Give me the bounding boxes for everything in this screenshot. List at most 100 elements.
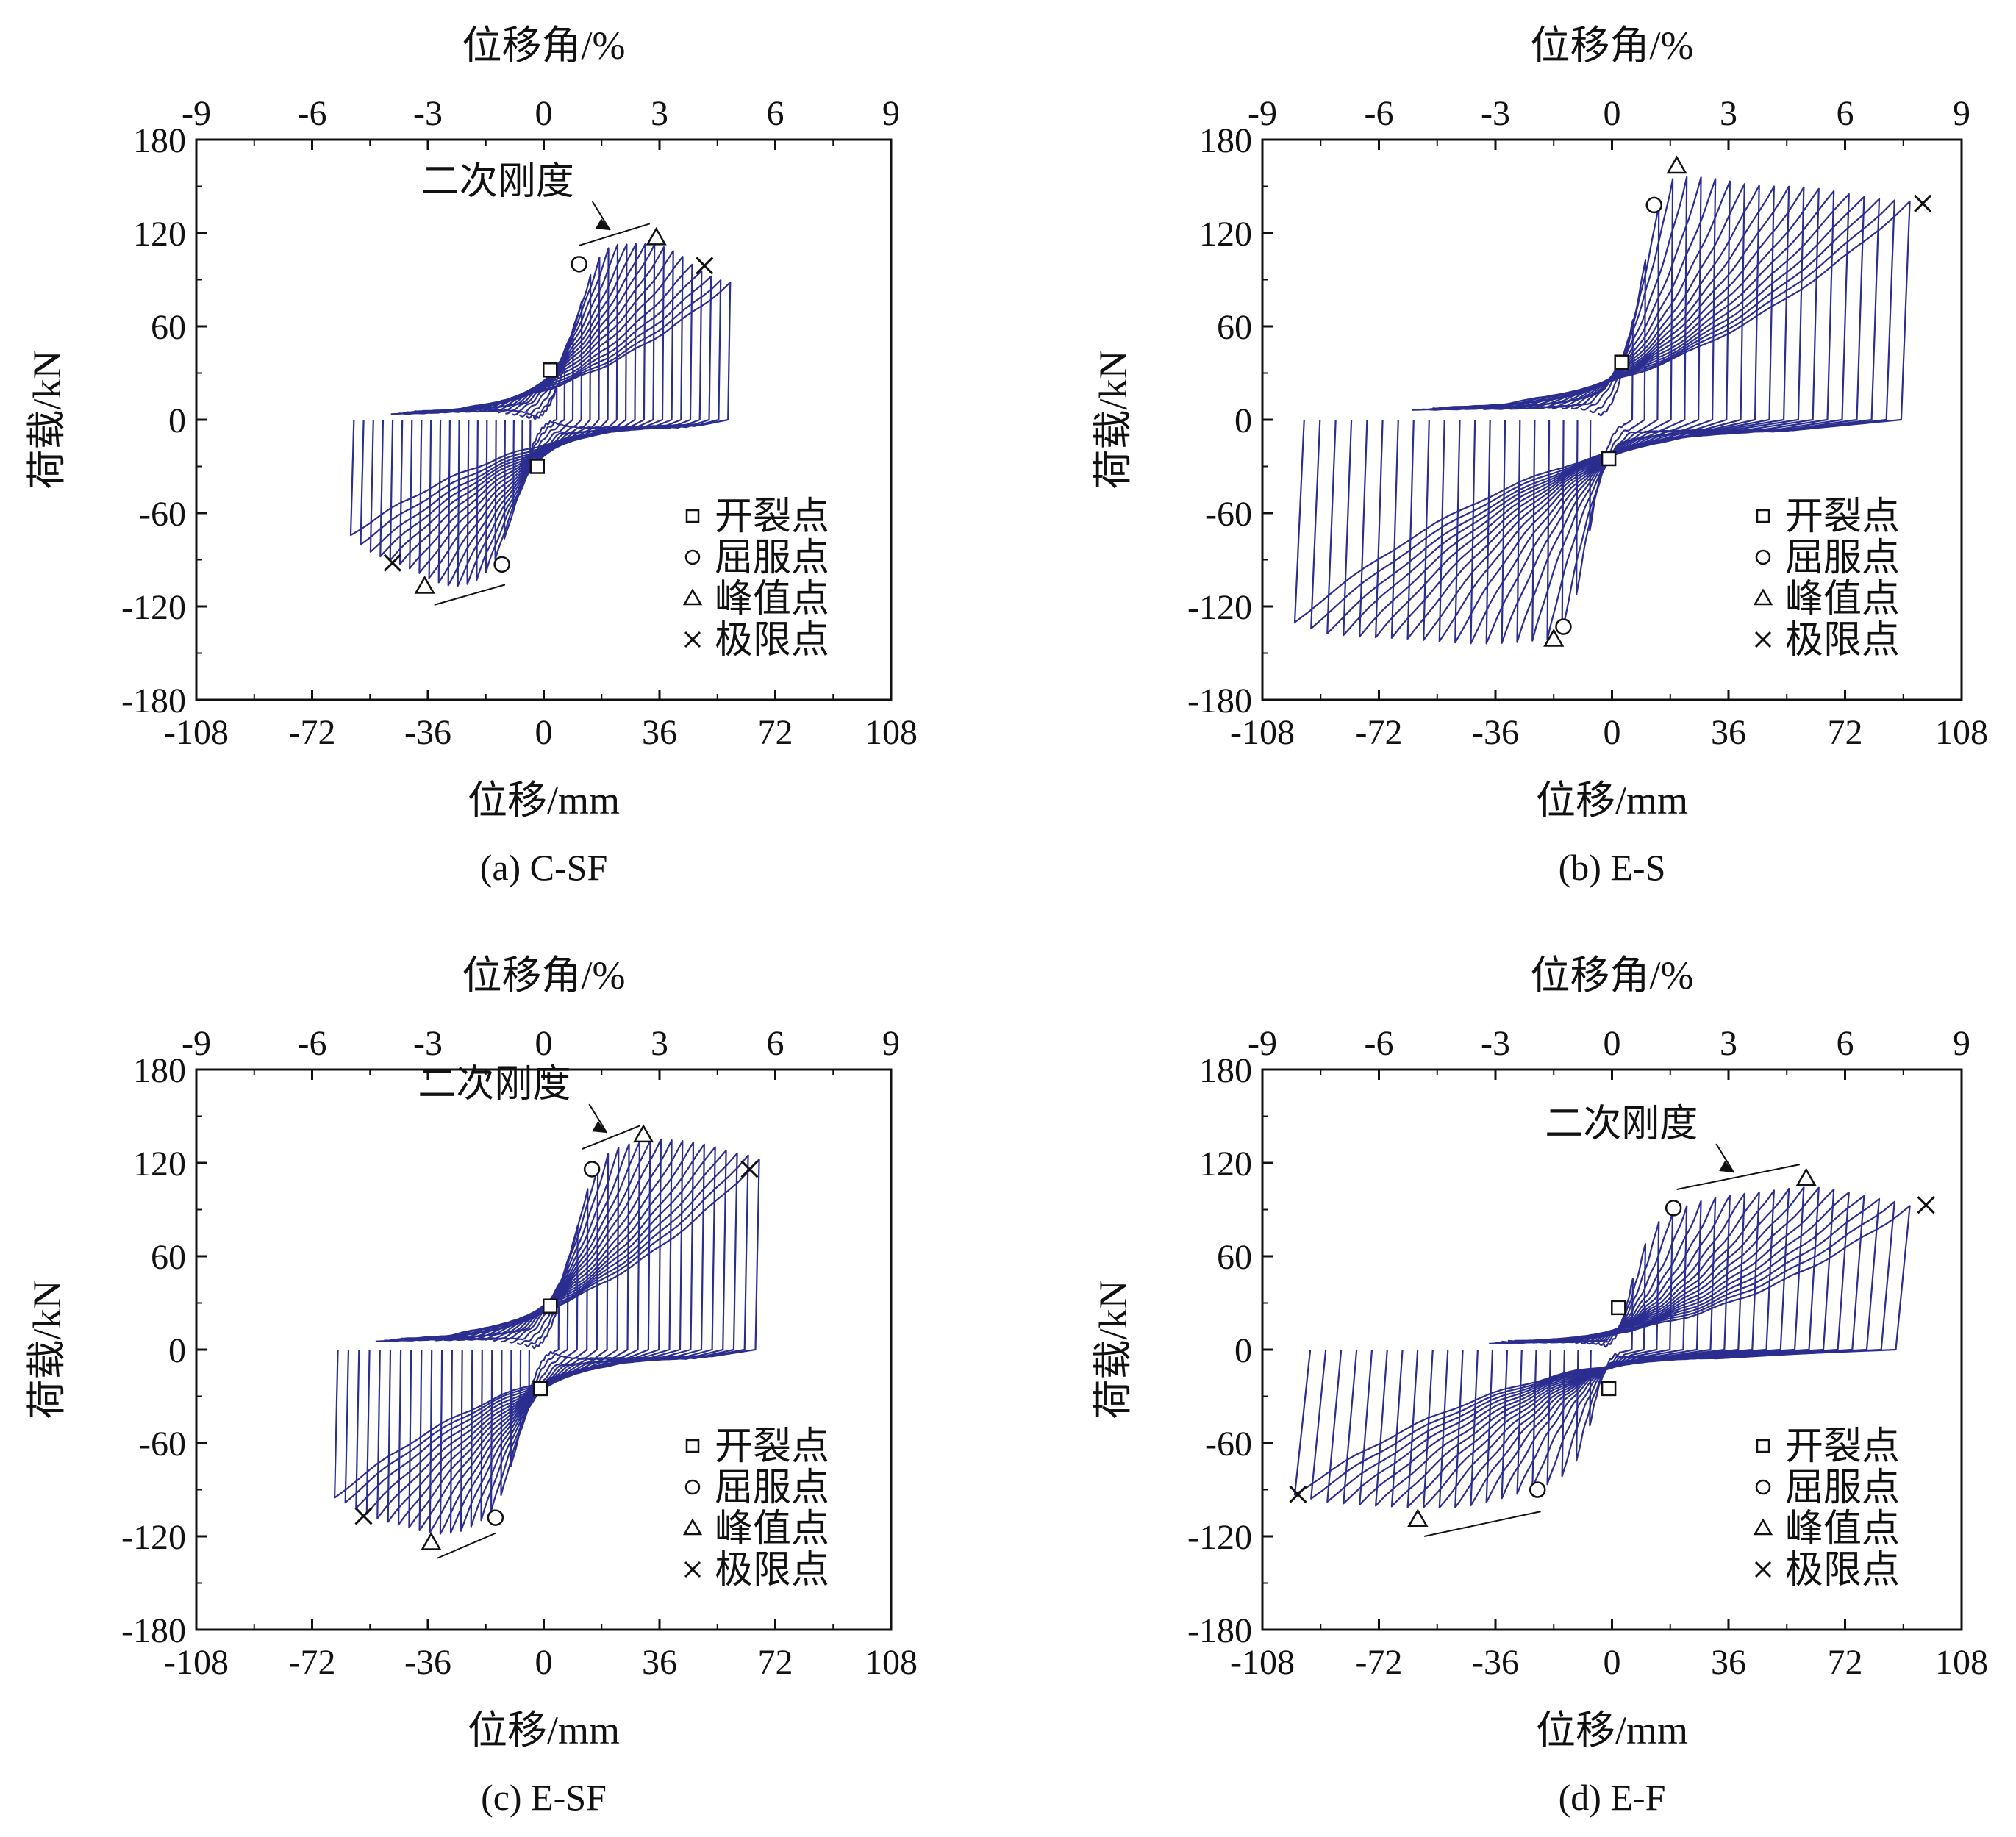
yield-point-marker (583, 1161, 601, 1178)
x2-tick-label: -6 (1365, 94, 1394, 133)
legend-label: 峰值点 (1785, 1508, 1900, 1550)
x-axis-title: 位移/mm (1536, 1708, 1688, 1752)
x2-tick-label: 9 (882, 1024, 900, 1063)
hysteresis-loop (1501, 178, 1717, 644)
legend-triangle-icon (682, 588, 703, 606)
y-tick-label: -120 (121, 1518, 186, 1557)
cracking-point-marker (529, 459, 545, 474)
y-axis-title: 荷载/kN (25, 351, 69, 490)
legend-label: 屈服点 (1785, 1467, 1900, 1509)
x-tick-label: 36 (1711, 713, 1746, 752)
legend-circle-icon (684, 549, 701, 565)
stiffness-line-negative (1423, 1511, 1541, 1537)
legend-label: 开裂点 (715, 496, 829, 538)
legend-cross-icon (684, 631, 701, 648)
y-tick-label: 120 (1199, 215, 1252, 254)
hysteresis-loop (1470, 183, 1745, 645)
yield-point-marker (1529, 1481, 1546, 1498)
stiffness-line-negative (434, 584, 506, 606)
x2-tick-label: 0 (1604, 94, 1621, 133)
hysteresis-loop (1390, 1186, 1820, 1508)
y-tick-label: 180 (133, 1051, 186, 1090)
peak-point-marker (1407, 1508, 1429, 1527)
x-tick-label: 0 (535, 1643, 553, 1682)
hysteresis-loop (1406, 186, 1805, 640)
legend-label: 开裂点 (1785, 496, 1900, 538)
peak-point-marker (1666, 155, 1687, 174)
hysteresis-loop (409, 250, 674, 570)
peak-point-marker (632, 1124, 654, 1143)
y-tick-label: 0 (168, 401, 186, 440)
x2-tick-label: -3 (413, 94, 443, 133)
legend-square-icon (1756, 509, 1770, 523)
stiffness-line-positive (1676, 1164, 1801, 1190)
y-tick-label: -60 (1205, 495, 1252, 534)
x-tick-label: -72 (1356, 713, 1403, 752)
hysteresis-loop (1406, 1186, 1805, 1508)
chart-panel-c: -108 -72 -36 0 36 72 108-9 -6 -3 0 3 6 9-180-120-600… (25, 953, 918, 1818)
hysteresis-loop (1576, 1243, 1647, 1462)
hysteresis-loop (1375, 1189, 1835, 1507)
legend-label: 屈服点 (715, 537, 829, 579)
legend-triangle-icon (682, 1518, 703, 1536)
x2-axis-title: 位移角/% (462, 24, 626, 68)
yield-point-marker (1555, 618, 1572, 635)
cracking-point-marker (543, 1298, 558, 1314)
cracking-point-marker (532, 1381, 548, 1397)
legend-circle-icon (1755, 549, 1771, 565)
peak-point-marker (414, 575, 435, 594)
y-axis-title: 荷载/kN (1091, 1281, 1135, 1419)
x-tick-label: 72 (1828, 1643, 1863, 1682)
cracking-point-marker (1614, 354, 1629, 370)
y-tick-label: 180 (1199, 121, 1252, 160)
x-tick-label: 108 (865, 1643, 918, 1682)
y-tick-label: -120 (121, 588, 186, 627)
legend-label: 峰值点 (1785, 579, 1900, 620)
hysteresis-curves (334, 1138, 760, 1535)
hysteresis-loop (1531, 176, 1688, 642)
x2-tick-label: 0 (1604, 1024, 1621, 1063)
annotation-arrow (591, 201, 611, 231)
yield-point-marker (493, 556, 510, 573)
chart-panel-a: -108 -72 -36 0 36 72 108-9 -6 -3 0 3 6 9-180-120-600… (25, 24, 918, 888)
x2-tick-label: -9 (182, 1024, 211, 1063)
hysteresis-loop (437, 243, 646, 584)
x-tick-label: 108 (1935, 713, 1988, 752)
x2-tick-label: 3 (1720, 1024, 1737, 1063)
hysteresis-loop (1375, 190, 1835, 639)
x2-tick-label: 6 (767, 1024, 784, 1063)
x-tick-label: 36 (642, 713, 677, 752)
legend-label: 开裂点 (1785, 1426, 1900, 1468)
legend-label: 极限点 (715, 1550, 829, 1591)
y-tick-label: 0 (168, 1331, 186, 1370)
chart-panel-b: -108 -72 -36 0 36 72 108-9 -6 -3 0 3 6 9-180-120-600… (1091, 24, 1988, 888)
y-tick-label: 120 (1199, 1145, 1252, 1184)
stiffness-line-positive (582, 1125, 641, 1150)
x-tick-label: 0 (1604, 1643, 1621, 1682)
x2-tick-label: 0 (535, 1024, 553, 1063)
legend-triangle-icon (1753, 588, 1773, 606)
x2-tick-label: 9 (882, 94, 900, 133)
ultimate-point-marker (354, 1507, 373, 1525)
y-tick-label: 0 (1234, 401, 1252, 440)
x-tick-label: 108 (865, 713, 918, 752)
y-tick-label: -60 (1205, 1425, 1252, 1464)
hysteresis-loop (1576, 259, 1647, 596)
legend-label: 极限点 (1785, 1550, 1900, 1591)
y-tick-label: 60 (151, 308, 186, 347)
x-tick-label: -108 (164, 1643, 229, 1682)
hysteresis-loop (1359, 1191, 1850, 1506)
hysteresis-loop (418, 1139, 673, 1531)
x2-tick-label: -6 (298, 94, 327, 133)
x-tick-label: 72 (758, 1643, 793, 1682)
yield-point-marker (1645, 196, 1662, 214)
yield-point-marker (487, 1509, 504, 1526)
legend-label: 峰值点 (715, 579, 829, 620)
x-tick-label: -36 (1472, 713, 1519, 752)
legend-square-icon (685, 1439, 700, 1453)
hysteresis-loop (376, 1146, 716, 1519)
legend-cross-icon (1754, 631, 1772, 648)
hysteresis-curves (1293, 176, 1911, 645)
hysteresis-loop (1359, 193, 1850, 638)
